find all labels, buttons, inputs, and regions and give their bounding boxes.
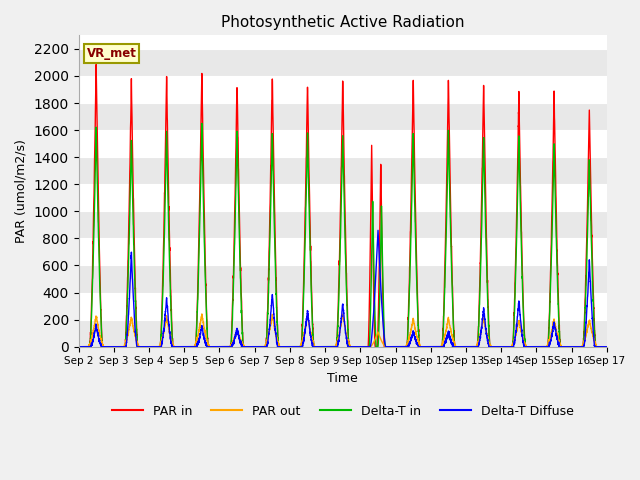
PAR in	[491, 344, 499, 349]
PAR out	[198, 311, 205, 317]
PAR out	[602, 344, 610, 349]
Bar	[79, 265, 607, 292]
PAR out	[432, 344, 440, 349]
Delta-T in	[603, 344, 611, 349]
Delta-T Diffuse	[75, 344, 83, 349]
PAR in	[432, 344, 440, 349]
Line: Delta-T in: Delta-T in	[79, 123, 607, 347]
PAR out	[75, 344, 83, 349]
Delta-T in	[461, 344, 469, 349]
PAR in	[323, 344, 331, 349]
Delta-T in	[323, 344, 331, 349]
Bar	[79, 157, 607, 184]
Line: Delta-T Diffuse: Delta-T Diffuse	[79, 230, 607, 347]
Delta-T Diffuse	[323, 344, 331, 349]
Delta-T in	[198, 120, 205, 126]
Bar	[79, 239, 607, 265]
Delta-T Diffuse	[491, 344, 499, 349]
Bar	[79, 320, 607, 347]
Bar	[79, 184, 607, 211]
Delta-T Diffuse	[170, 344, 177, 349]
Delta-T Diffuse	[374, 228, 381, 233]
Y-axis label: PAR (umol/m2/s): PAR (umol/m2/s)	[15, 139, 28, 243]
Delta-T in	[432, 344, 440, 349]
PAR out	[170, 344, 177, 349]
PAR in	[602, 344, 610, 349]
X-axis label: Time: Time	[327, 372, 358, 385]
Bar	[79, 49, 607, 76]
PAR out	[603, 344, 611, 349]
Delta-T in	[491, 344, 499, 349]
PAR in	[603, 344, 611, 349]
Delta-T Diffuse	[603, 344, 611, 349]
Bar	[79, 130, 607, 157]
Bar	[79, 103, 607, 130]
Text: VR_met: VR_met	[86, 47, 136, 60]
Delta-T Diffuse	[432, 344, 440, 349]
Legend: PAR in, PAR out, Delta-T in, Delta-T Diffuse: PAR in, PAR out, Delta-T in, Delta-T Dif…	[107, 400, 579, 423]
Delta-T Diffuse	[461, 344, 469, 349]
Delta-T in	[75, 344, 83, 349]
Title: Photosynthetic Active Radiation: Photosynthetic Active Radiation	[221, 15, 465, 30]
Line: PAR out: PAR out	[79, 314, 607, 347]
PAR out	[491, 344, 499, 349]
PAR in	[170, 344, 177, 349]
PAR in	[461, 344, 469, 349]
Delta-T in	[170, 344, 177, 349]
Bar	[79, 211, 607, 239]
PAR out	[323, 344, 331, 349]
PAR in	[75, 344, 83, 349]
Delta-T Diffuse	[602, 344, 610, 349]
Line: PAR in: PAR in	[79, 64, 607, 347]
PAR out	[461, 344, 469, 349]
PAR in	[92, 61, 100, 67]
Bar	[79, 292, 607, 320]
Bar	[79, 76, 607, 103]
Delta-T in	[602, 344, 610, 349]
